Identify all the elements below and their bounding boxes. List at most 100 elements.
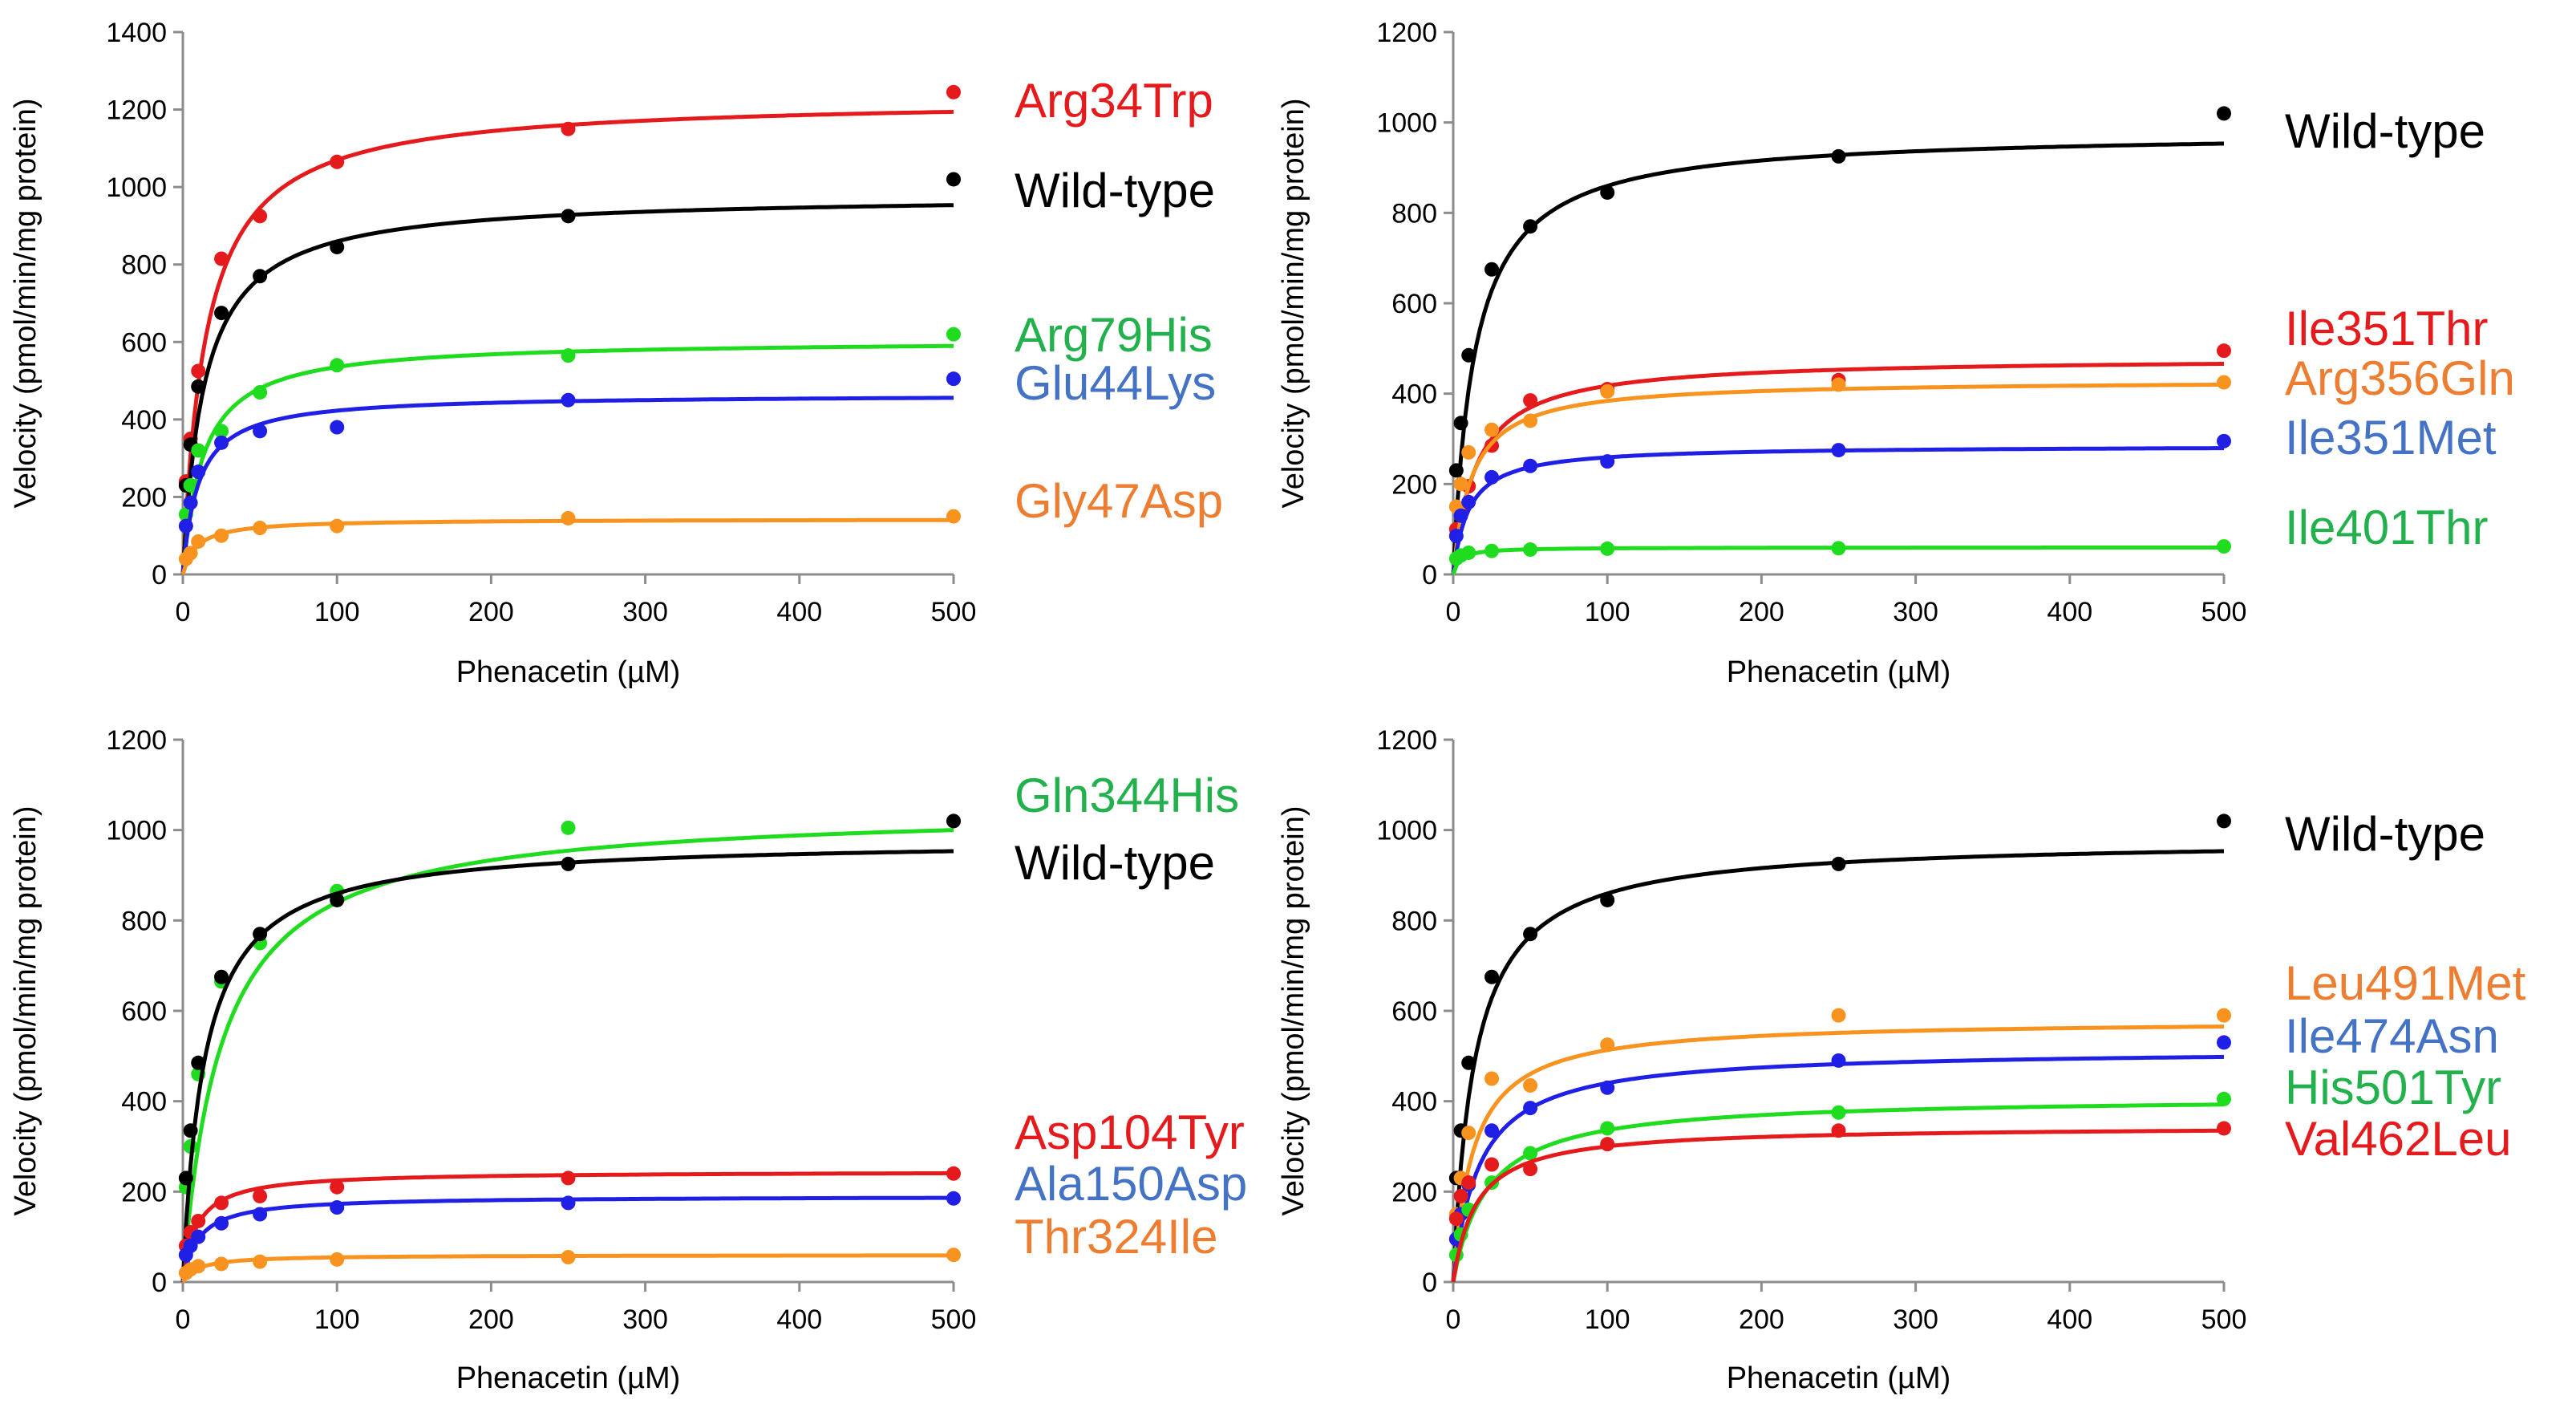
data-point-ala150asp	[561, 1195, 576, 1211]
x-tick-label: 500	[2201, 597, 2247, 627]
series-arg79his	[178, 327, 961, 575]
fit-line-arg79his	[180, 343, 954, 575]
data-point-leu491met	[1600, 1037, 1615, 1053]
data-point-val462leu	[1600, 1137, 1615, 1152]
data-point-glu44lys	[561, 392, 576, 408]
data-point-ile351met	[1461, 494, 1476, 509]
series-arg34trp	[178, 84, 961, 575]
data-point-leu491met	[1461, 1126, 1476, 1141]
data-point-his501tyr	[1523, 1146, 1538, 1161]
series-thr324ile	[178, 1248, 961, 1284]
data-point-wild-type	[253, 269, 268, 284]
data-point-ile401thr	[1831, 541, 1846, 556]
data-point-wild-type	[178, 1170, 193, 1186]
series-ile401thr	[1448, 539, 2231, 575]
x-tick-label: 300	[622, 1304, 668, 1335]
data-point-arg79his	[183, 477, 198, 493]
data-point-val462leu	[1453, 1188, 1468, 1203]
data-point-arg34trp	[191, 363, 206, 379]
data-point-val462leu	[2217, 1121, 2231, 1136]
y-tick-label: 800	[121, 906, 167, 936]
data-point-arg356gln	[1523, 413, 1538, 428]
data-point-arg34trp	[253, 209, 268, 224]
x-tick-label: 500	[931, 1304, 977, 1335]
y-tick-label: 800	[1391, 198, 1437, 229]
legend-label-leu491met: Leu491Met	[2285, 956, 2526, 1010]
data-point-glu44lys	[946, 371, 961, 387]
data-point-wild-type	[1461, 347, 1476, 363]
fit-line-ile474asn	[1451, 1054, 2225, 1283]
y-axis-title: Velocity (pmol/min/mg protein)	[1277, 805, 1310, 1215]
legend-label-gly47asp: Gly47Asp	[1015, 474, 1223, 528]
data-point-glu44lys	[178, 518, 193, 534]
data-point-wild-type	[214, 306, 229, 321]
series-ala150asp	[178, 1191, 961, 1283]
legend-label-wild-type: Wild-type	[2285, 104, 2485, 158]
data-point-arg79his	[330, 358, 345, 373]
data-point-glu44lys	[253, 424, 268, 439]
panel-top-right: 0 200 400 600 800 1000 1200 0 100 200 300 400 500 Phe…	[1277, 18, 2515, 689]
data-point-wild-type	[1831, 148, 1846, 164]
data-point-wild-type	[330, 892, 345, 907]
data-point-ile351met	[1484, 469, 1500, 485]
data-point-his501tyr	[2217, 1091, 2231, 1106]
y-tick-label: 0	[1422, 1268, 1437, 1298]
fit-line-ile351thr	[1451, 362, 2224, 575]
y-tick-label: 400	[121, 1087, 167, 1118]
y-tick-label: 0	[152, 1268, 167, 1298]
data-point-asp104tyr	[253, 1188, 268, 1203]
data-point-leu491met	[2217, 1008, 2231, 1023]
x-tick-label: 100	[1585, 1304, 1630, 1335]
y-tick-label: 0	[152, 560, 167, 590]
data-point-val462leu	[1831, 1123, 1846, 1138]
series-val462leu	[1448, 1121, 2231, 1283]
legend-label-asp104tyr: Asp104Tyr	[1015, 1106, 1245, 1159]
data-point-arg356gln	[1461, 444, 1476, 460]
y-tick-label: 200	[1391, 1177, 1437, 1207]
data-point-asp104tyr	[214, 1195, 229, 1211]
data-point-wild-type	[1600, 185, 1615, 200]
legend-label-wild-type: Wild-type	[1015, 164, 1215, 217]
data-point-thr324ile	[561, 1250, 576, 1265]
y-tick-label: 1200	[106, 95, 167, 126]
data-point-wild-type	[1484, 262, 1500, 277]
y-tick-label: 1200	[1376, 725, 1437, 756]
data-point-wild-type	[2217, 813, 2231, 829]
data-point-thr324ile	[330, 1252, 345, 1267]
data-point-asp104tyr	[946, 1166, 961, 1181]
data-point-arg79his	[946, 327, 961, 342]
x-tick-label: 400	[776, 1304, 822, 1335]
data-point-wild-type	[330, 239, 345, 254]
data-point-ala150asp	[946, 1191, 961, 1206]
y-tick-label: 800	[1391, 906, 1437, 936]
data-point-wild-type	[191, 379, 206, 394]
x-axis-title: Phenacetin (µM)	[456, 1361, 681, 1395]
x-tick-label: 200	[468, 597, 514, 627]
legend-label-arg356gln: Arg356Gln	[2285, 351, 2515, 405]
data-point-glu44lys	[330, 420, 345, 435]
legend-label-ile474asn: Ile474Asn	[2285, 1009, 2499, 1063]
data-point-gly47asp	[253, 521, 268, 536]
data-point-wild-type	[1523, 219, 1538, 234]
y-tick-label: 600	[1391, 289, 1437, 319]
series-wild-type	[1448, 813, 2231, 1283]
legend-label-ala150asp: Ala150Asp	[1015, 1157, 1247, 1211]
x-tick-label: 300	[622, 597, 668, 627]
data-point-arg79his	[561, 348, 576, 363]
series-asp104tyr	[178, 1166, 961, 1283]
data-point-ile474asn	[1831, 1053, 1846, 1068]
series-wild-type	[1448, 106, 2231, 575]
x-tick-label: 400	[2047, 1304, 2092, 1335]
legend-label-val462leu: Val462Leu	[2285, 1112, 2511, 1166]
data-point-arg34trp	[561, 121, 576, 136]
data-point-ile401thr	[1523, 542, 1538, 558]
legend-label-glu44lys: Glu44Lys	[1015, 356, 1216, 410]
data-point-wild-type	[946, 172, 961, 187]
data-point-val462leu	[1461, 1175, 1476, 1191]
series-leu491met	[1448, 1008, 2231, 1283]
fit-line-asp104tyr	[180, 1170, 954, 1283]
data-point-arg356gln	[1600, 383, 1615, 399]
series-gln344his	[178, 813, 961, 1283]
data-point-wild-type	[561, 856, 576, 871]
fit-line-gly47asp	[180, 517, 954, 575]
